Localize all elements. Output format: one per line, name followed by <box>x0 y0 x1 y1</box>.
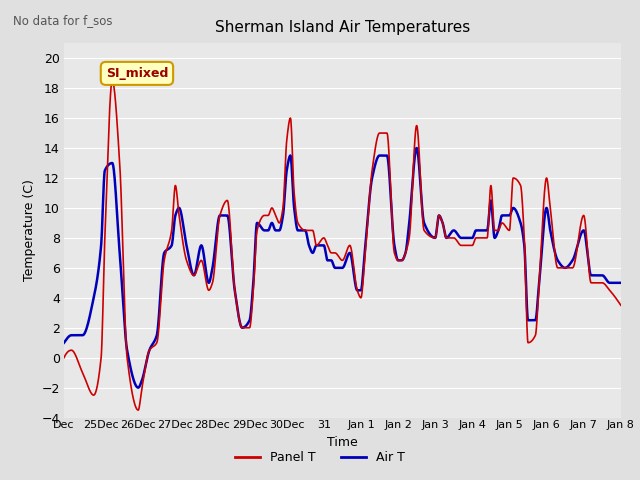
Y-axis label: Temperature (C): Temperature (C) <box>23 180 36 281</box>
Line: Panel T: Panel T <box>64 81 621 410</box>
Panel T <box>602 282 609 288</box>
Panel T <box>617 302 625 308</box>
Air T <box>413 145 420 151</box>
Panel T <box>332 250 339 256</box>
X-axis label: Time: Time <box>327 436 358 449</box>
Air T <box>617 280 625 286</box>
Air T <box>316 242 324 248</box>
Air T <box>499 213 507 218</box>
Panel T <box>499 220 507 226</box>
Panel T <box>60 355 68 360</box>
Air T <box>331 265 339 271</box>
Air T <box>88 301 96 307</box>
Text: No data for f_sos: No data for f_sos <box>13 14 112 27</box>
Panel T <box>317 238 324 244</box>
Panel T <box>88 392 96 397</box>
Title: Sherman Island Air Temperatures: Sherman Island Air Temperatures <box>215 20 470 35</box>
Air T <box>134 385 142 391</box>
Air T <box>601 275 609 280</box>
Air T <box>602 275 609 281</box>
Panel T <box>134 407 142 413</box>
Text: SI_mixed: SI_mixed <box>106 67 168 80</box>
Line: Air T: Air T <box>64 148 621 388</box>
Legend: Panel T, Air T: Panel T, Air T <box>230 446 410 469</box>
Air T <box>60 340 68 346</box>
Panel T <box>601 281 609 287</box>
Panel T <box>108 78 116 84</box>
